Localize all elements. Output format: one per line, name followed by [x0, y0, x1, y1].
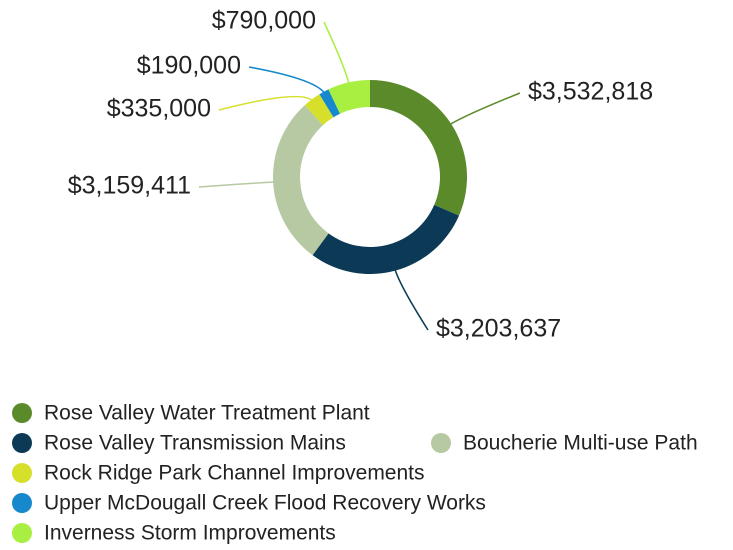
slice: [370, 80, 467, 216]
slice: [273, 105, 329, 256]
data-label: $790,000: [212, 7, 316, 35]
data-label: $3,203,637: [436, 315, 561, 343]
legend-marker: [431, 433, 451, 453]
legend-label: Boucherie Multi-use Path: [463, 432, 698, 455]
legend-marker: [12, 493, 32, 513]
leader-line: [393, 267, 429, 331]
legend-label: Inverness Storm Improvements: [44, 522, 336, 545]
legend-marker: [12, 523, 32, 543]
legend-marker: [12, 403, 32, 423]
data-label: $3,532,818: [528, 78, 653, 106]
legend-marker: [12, 463, 32, 483]
leader-line: [218, 95, 315, 111]
slice: [304, 94, 334, 126]
legend-label: Rose Valley Transmission Mains: [44, 432, 346, 455]
data-label: $3,159,411: [68, 172, 191, 200]
legend-label: Rose Valley Water Treatment Plant: [44, 402, 370, 425]
leader-line: [198, 181, 277, 188]
data-label: $190,000: [137, 52, 241, 80]
legend-label: Rock Ridge Park Channel Improvements: [44, 462, 425, 485]
leader-line: [248, 66, 326, 95]
legend-marker: [12, 433, 32, 453]
slice: [328, 80, 370, 114]
legend-label: Upper McDougall Creek Flood Recovery Wor…: [44, 492, 486, 515]
data-label: $335,000: [107, 95, 211, 123]
slice: [312, 204, 459, 274]
leader-line: [323, 21, 351, 86]
leader-line: [448, 92, 521, 127]
slice: [319, 89, 341, 118]
